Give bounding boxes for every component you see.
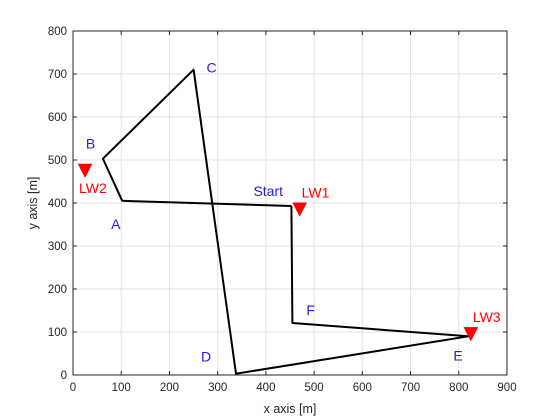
landmarks-layer: LW1 LW2 LW3 [77,163,501,342]
y-tick-label: 400 [48,198,67,210]
path-line [101,68,470,375]
point-label-start: Start [253,183,283,199]
point-label-e: E [453,347,462,363]
x-tick-label: 500 [305,382,324,394]
point-label-f: F [306,302,315,318]
y-tick-label: 200 [48,284,67,296]
y-tick-label: 700 [48,69,67,81]
point-label-b: B [86,136,95,152]
landmark-marker [463,327,479,342]
y-tick-label: 800 [48,26,67,38]
x-tick-label: 600 [353,382,372,394]
y-tick-label: 500 [48,155,67,167]
x-tick-label: 400 [256,382,275,394]
x-tick-label: 900 [497,382,516,394]
landmark-label: LW3 [473,309,501,325]
point-label-d: D [201,349,211,365]
y-tick-label: 300 [48,241,67,253]
axes: 0 100 200 300 400 500 600 700 800 900 0 100 200 300 40… [48,26,517,394]
x-tick-label: 800 [449,382,468,394]
landmark-label: LW2 [79,180,107,196]
y-tick-label: 600 [48,112,67,124]
x-tick-label: 200 [160,382,179,394]
point-label-c: C [207,60,217,76]
series-layer [101,68,470,375]
x-axis-title: x axis [m] [264,402,317,416]
y-axis-title: y axis [m] [26,177,40,230]
x-tick-label: 100 [112,382,131,394]
point-labels-layer: Start A B C D E F [86,60,463,365]
y-tick-label: 100 [48,327,67,339]
landmark-marker [292,202,307,217]
y-tick-label: 0 [61,370,67,382]
x-tick-label: 0 [70,382,76,394]
x-tick-label: 300 [208,382,227,394]
landmark-label: LW1 [302,184,330,200]
point-label-a: A [111,216,121,232]
landmark-marker [77,163,93,179]
x-tick-label: 700 [401,382,420,394]
